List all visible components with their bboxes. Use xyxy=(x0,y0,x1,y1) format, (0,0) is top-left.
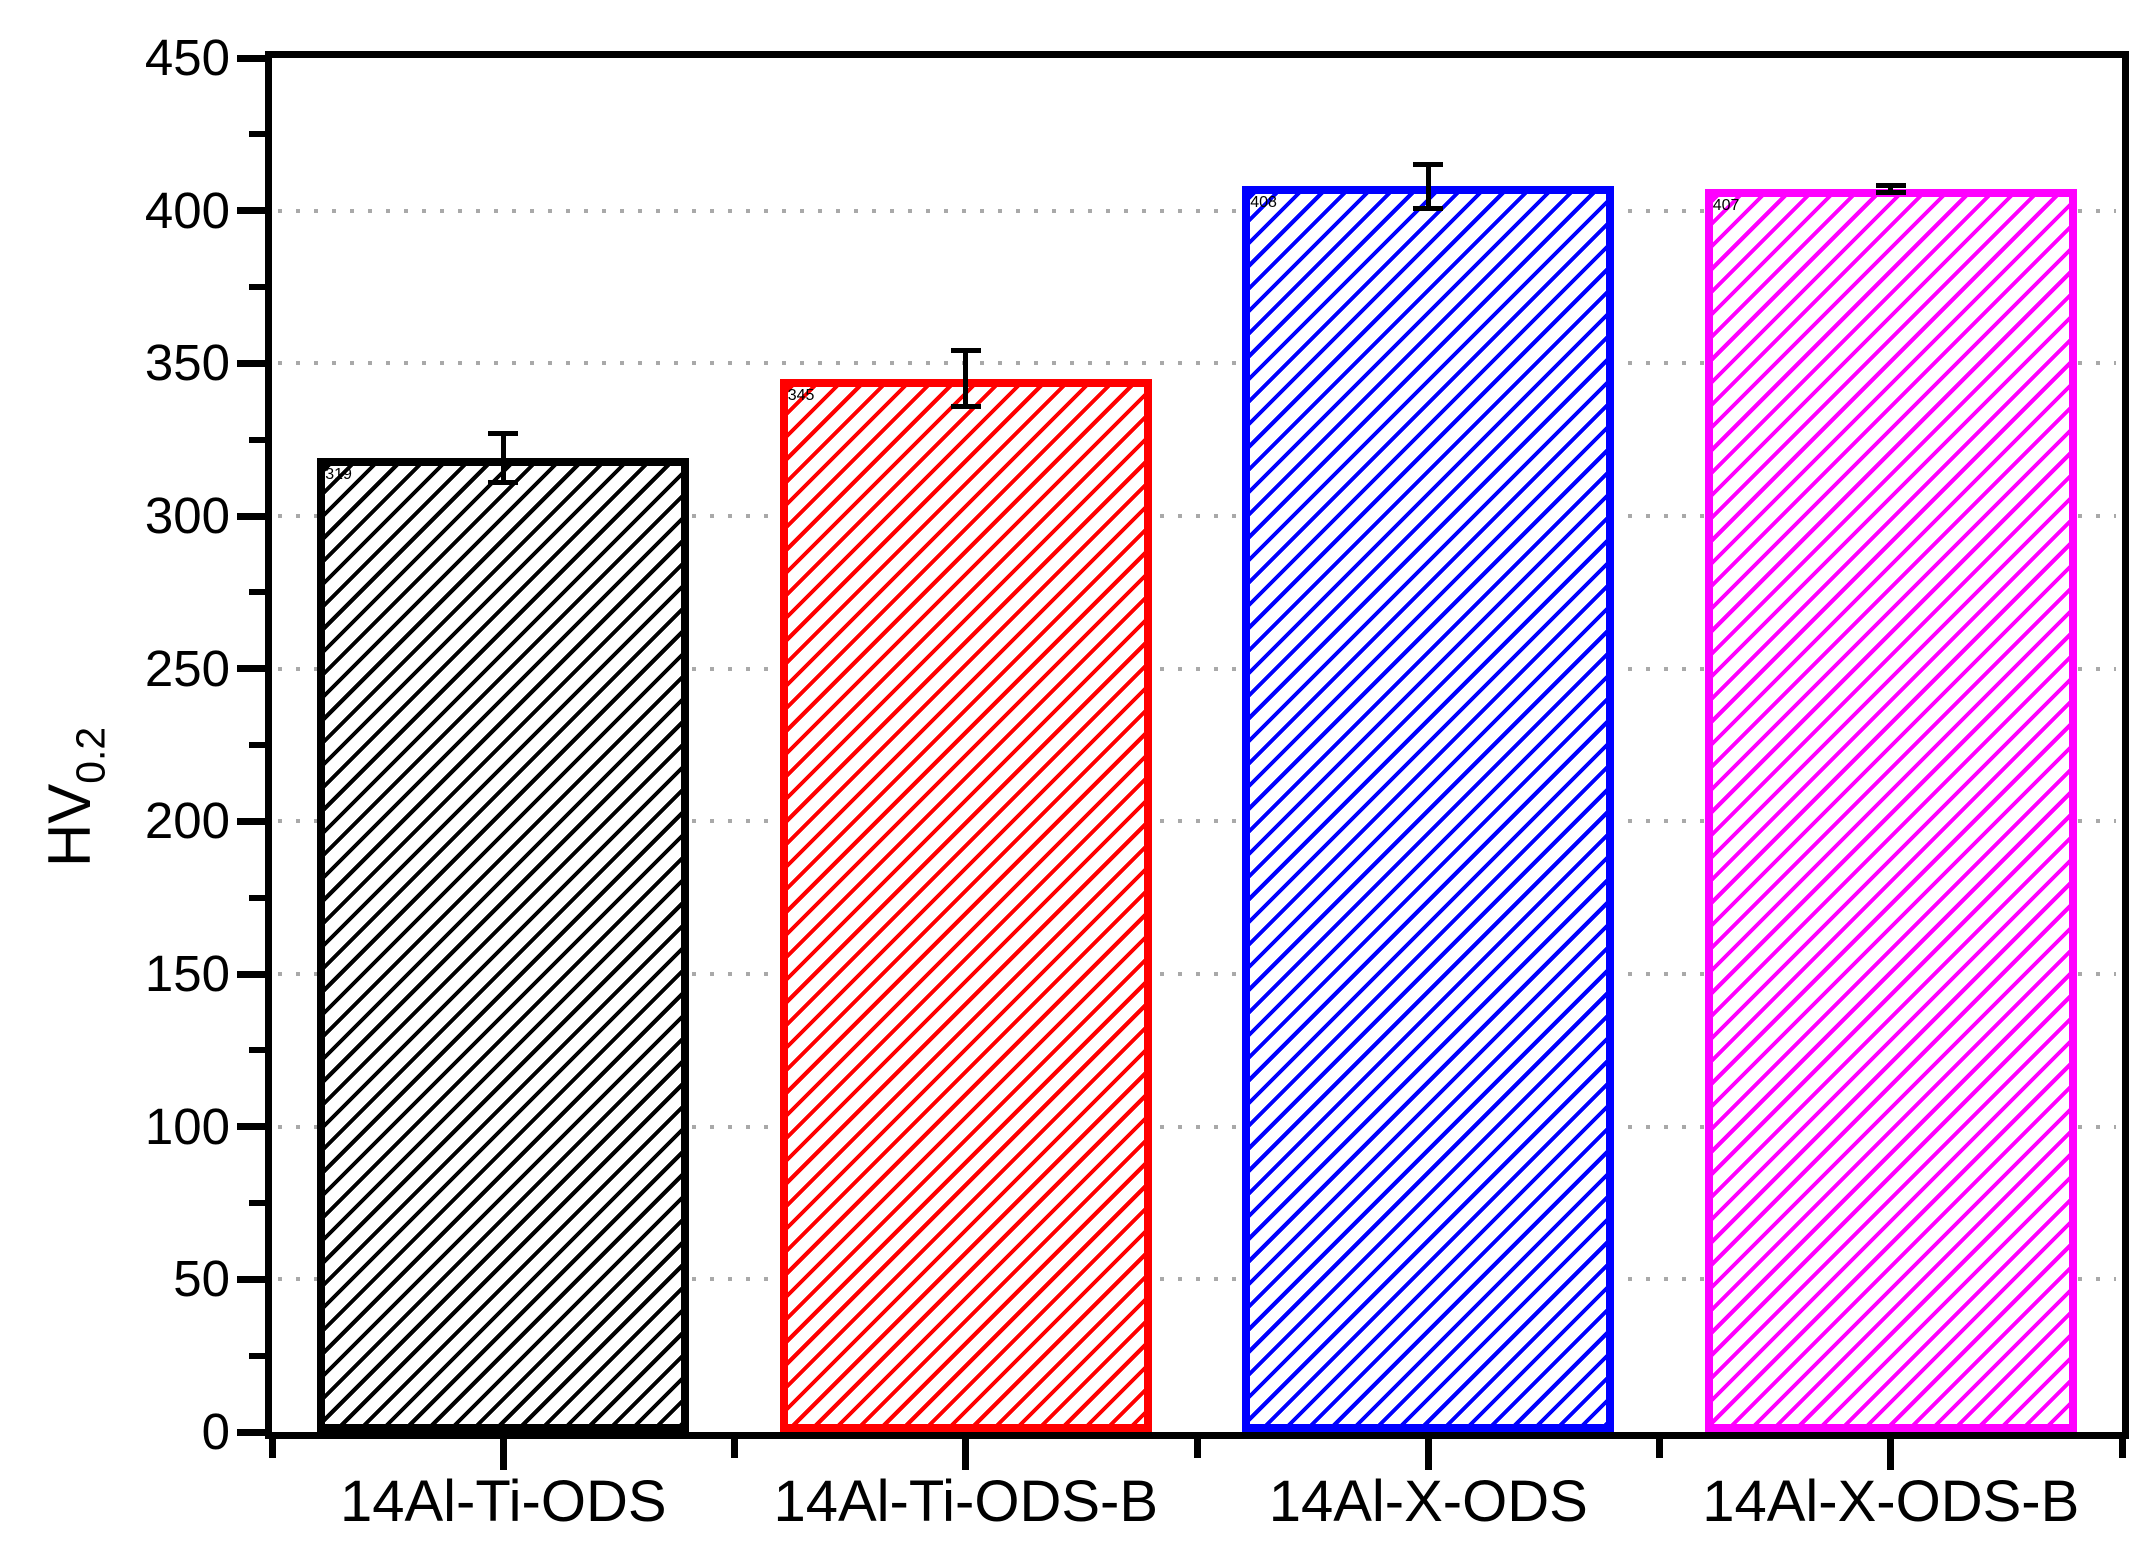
error-bar-14Al-X-ODS xyxy=(1413,161,1444,211)
y-major-tick-350 xyxy=(237,359,267,367)
y-tick-label: 450 xyxy=(144,29,230,86)
y-tick-label: 250 xyxy=(144,639,230,697)
gridline-250 xyxy=(278,666,2116,671)
plot-area: 319 345 408 407 xyxy=(272,58,2122,1432)
y-minor-tick-125 xyxy=(249,1047,267,1054)
y-tick-label: 400 xyxy=(144,181,230,239)
y-minor-tick-375 xyxy=(249,284,267,290)
y-tick-label: 350 xyxy=(144,334,230,392)
bar-14Al-X-ODS: 408 xyxy=(1242,186,1615,1432)
x-boundary-tick-3 xyxy=(1656,1437,1663,1458)
y-major-tick-150 xyxy=(237,970,267,978)
gridline-150 xyxy=(278,972,2116,976)
x-boundary-tick-2 xyxy=(1193,1437,1201,1458)
x-category-label: 14Al-Ti-ODS xyxy=(339,1469,667,1534)
y-major-tick-50 xyxy=(237,1275,267,1283)
y-minor-tick-175 xyxy=(249,894,267,901)
gridline-350 xyxy=(278,361,2116,366)
y-major-tick-250 xyxy=(237,665,267,673)
y-major-tick-0 xyxy=(237,1428,267,1436)
error-bar-14Al-X-ODS-B xyxy=(1875,183,1906,196)
x-major-tick-14Al-X-ODS-B xyxy=(1887,1437,1895,1470)
bar-14Al-Ti-ODS: 319 xyxy=(317,458,690,1432)
x-boundary-tick-1 xyxy=(731,1437,738,1458)
error-bar-stem xyxy=(1425,166,1431,206)
y-axis-title-subscript: 0.2 xyxy=(67,726,114,784)
y-major-tick-300 xyxy=(237,512,267,520)
y-minor-tick-275 xyxy=(249,589,267,596)
x-boundary-tick-4 xyxy=(2118,1437,2126,1458)
y-major-tick-450 xyxy=(237,54,267,62)
y-tick-label: 0 xyxy=(201,1403,230,1460)
y-minor-tick-425 xyxy=(249,131,267,138)
x-category-label: 14Al-X-ODS-B xyxy=(1702,1469,2080,1534)
y-minor-tick-225 xyxy=(249,742,267,748)
x-category-label: 14Al-Ti-ODS-B xyxy=(773,1469,1159,1534)
gridline-50 xyxy=(278,1277,2116,1282)
y-major-tick-100 xyxy=(237,1123,267,1131)
y-minor-tick-325 xyxy=(249,436,267,443)
y-minor-tick-75 xyxy=(249,1200,267,1206)
y-major-tick-400 xyxy=(237,207,267,215)
bar-14Al-X-ODS-B: 407 xyxy=(1704,189,2077,1432)
x-major-tick-14Al-Ti-ODS-B xyxy=(962,1437,970,1470)
error-bar-14Al-Ti-ODS-B xyxy=(950,348,981,410)
y-tick-label: 300 xyxy=(144,487,230,544)
x-major-tick-14Al-Ti-ODS xyxy=(499,1437,507,1470)
x-major-tick-14Al-X-ODS xyxy=(1424,1437,1432,1470)
x-category-label: 14Al-X-ODS xyxy=(1268,1469,1588,1534)
y-tick-label: 100 xyxy=(144,1097,230,1155)
bar-14Al-Ti-ODS-B: 345 xyxy=(779,378,1152,1432)
y-tick-label: 200 xyxy=(144,792,230,850)
gridline-100 xyxy=(278,1124,2116,1129)
y-tick-label: 50 xyxy=(173,1250,230,1308)
error-bar-stem xyxy=(500,435,506,481)
gridline-300 xyxy=(278,514,2116,518)
gridline-400 xyxy=(278,208,2116,213)
x-boundary-tick-0 xyxy=(268,1437,276,1458)
y-minor-tick-25 xyxy=(249,1352,267,1359)
error-bar-14Al-Ti-ODS xyxy=(488,430,519,486)
y-tick-label: 150 xyxy=(144,945,230,1002)
gridline-200 xyxy=(278,819,2116,824)
y-major-tick-200 xyxy=(237,817,267,825)
error-bar-stem xyxy=(963,353,969,405)
error-bar-stem xyxy=(1888,188,1894,191)
